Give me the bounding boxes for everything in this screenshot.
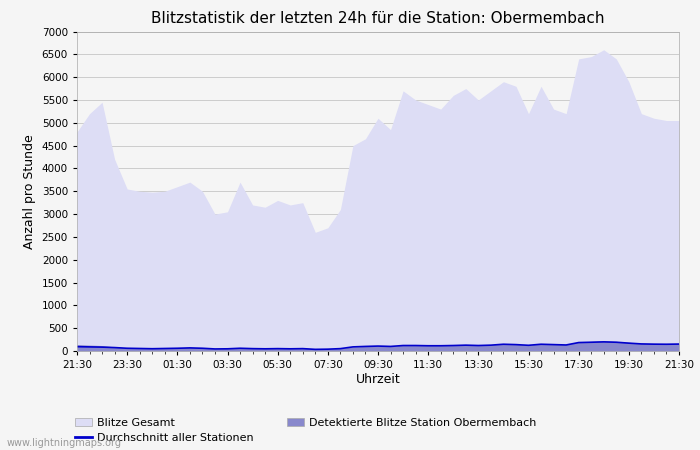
Legend: Blitze Gesamt, Durchschnitt aller Stationen, Detektierte Blitze Station Obermemb: Blitze Gesamt, Durchschnitt aller Statio…: [71, 413, 541, 448]
Title: Blitzstatistik der letzten 24h für die Station: Obermembach: Blitzstatistik der letzten 24h für die S…: [151, 11, 605, 26]
X-axis label: Uhrzeit: Uhrzeit: [356, 373, 400, 386]
Y-axis label: Anzahl pro Stunde: Anzahl pro Stunde: [23, 134, 36, 248]
Text: www.lightningmaps.org: www.lightningmaps.org: [7, 438, 122, 448]
